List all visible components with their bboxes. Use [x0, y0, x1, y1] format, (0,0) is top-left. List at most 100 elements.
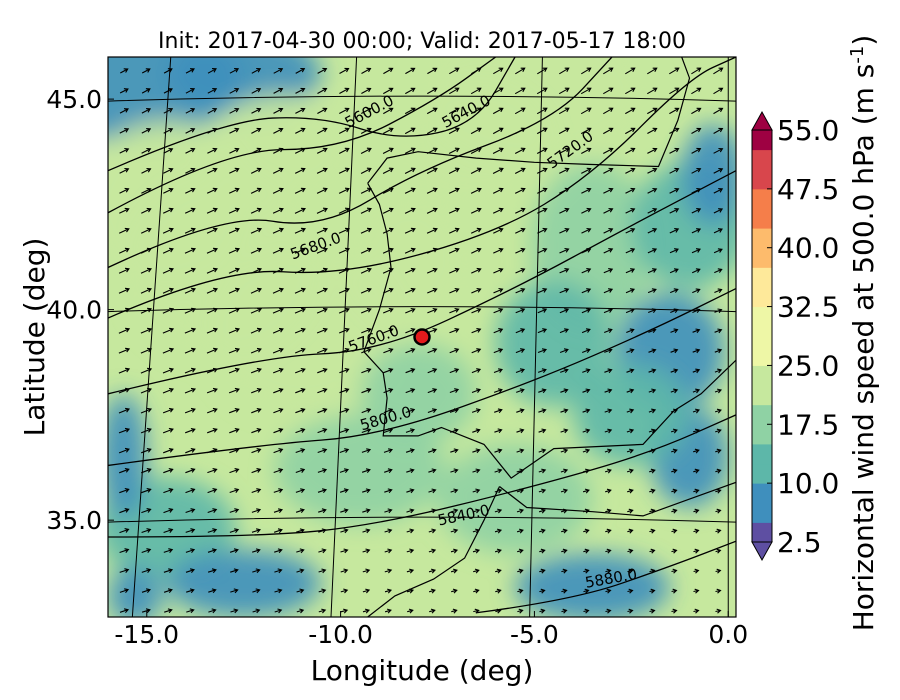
- wind-vector: [693, 508, 700, 514]
- wind-vector: [669, 268, 679, 274]
- wind-vector: [558, 147, 570, 154]
- wind-speed-patch: [573, 364, 690, 466]
- wind-vector: [539, 528, 546, 534]
- wind-vector: [671, 488, 678, 494]
- wind-vector: [713, 188, 724, 194]
- wind-vector: [670, 348, 679, 354]
- wind-vector: [384, 528, 393, 534]
- wind-vector: [604, 428, 613, 434]
- wind-vector: [163, 588, 173, 594]
- wind-vector: [141, 568, 152, 574]
- wind-vector: [516, 448, 525, 454]
- wind-vector: [493, 348, 504, 354]
- wind-vector: [316, 347, 328, 354]
- wind-vector: [537, 288, 548, 294]
- wind-vector: [448, 147, 460, 154]
- wind-vector: [318, 568, 327, 574]
- wind-vector: [538, 388, 547, 394]
- wind-vector: [516, 488, 525, 494]
- wind-vector: [295, 387, 306, 394]
- wind-vector: [207, 528, 218, 533]
- wind-vector: [583, 588, 590, 594]
- wind-vector: [670, 388, 679, 394]
- wind-vector: [140, 227, 152, 234]
- wind-vector: [404, 167, 416, 174]
- wind-vector: [492, 207, 504, 214]
- wind-vector: [250, 327, 262, 334]
- wind-vector: [713, 127, 724, 134]
- wind-vector: [317, 367, 328, 374]
- wind-vector: [647, 87, 658, 95]
- wind-vector: [250, 247, 262, 254]
- wind-vector: [494, 408, 503, 414]
- wind-vector: [250, 367, 262, 374]
- wind-vector: [647, 228, 658, 234]
- wind-vector: [163, 68, 173, 74]
- wind-vector: [713, 107, 724, 115]
- wind-vector: [119, 167, 130, 174]
- wind-vector: [537, 67, 548, 75]
- wind-vector: [582, 428, 591, 434]
- wind-vector: [382, 167, 394, 174]
- wind-vector: [206, 327, 218, 334]
- colorbar-band: [752, 228, 772, 249]
- wind-vector: [450, 568, 458, 574]
- wind-vector: [362, 608, 371, 614]
- wind-vector: [405, 348, 416, 354]
- wind-vector: [273, 147, 284, 154]
- wind-vector: [603, 207, 614, 214]
- wind-vector: [404, 107, 416, 115]
- colorbar: 55.0 47.5 40.0 32.5 25.0 17.5 10.0 2.5: [751, 110, 839, 562]
- wind-vector: [339, 87, 350, 94]
- wind-vector: [603, 67, 614, 75]
- wind-vector: [581, 227, 592, 234]
- wind-vector: [560, 388, 569, 394]
- wind-vector: [185, 68, 195, 74]
- wind-vector: [186, 608, 195, 614]
- wind-vector: [713, 228, 723, 234]
- wind-vector: [272, 327, 284, 334]
- wind-vector: [361, 428, 372, 434]
- wind-vector: [449, 87, 460, 95]
- wind-vector: [141, 108, 152, 114]
- wind-vector: [162, 307, 175, 314]
- wind-vector: [118, 327, 131, 334]
- wind-vector: [272, 347, 284, 354]
- wind-vector: [492, 187, 504, 194]
- wind-vector: [627, 548, 634, 554]
- wind-vector: [605, 588, 612, 594]
- wind-vector: [317, 127, 328, 134]
- wind-vector: [472, 528, 481, 534]
- wind-vector: [207, 548, 218, 554]
- wind-vector: [229, 468, 240, 474]
- wind-vector: [184, 267, 196, 274]
- wind-vector: [537, 328, 548, 334]
- wind-vector: [691, 228, 702, 234]
- wind-vector: [340, 528, 349, 534]
- wind-vector: [140, 367, 153, 374]
- wind-vector: [517, 568, 524, 574]
- wind-vector: [647, 207, 658, 214]
- wind-vector: [671, 528, 678, 534]
- colorbar-band: [752, 483, 772, 504]
- wind-vector: [120, 68, 129, 74]
- wind-vector: [426, 167, 438, 174]
- wind-vector: [405, 87, 416, 95]
- wind-vector: [472, 428, 481, 434]
- wind-vector: [449, 408, 460, 414]
- wind-vector: [360, 247, 372, 254]
- colorbar-band: [752, 208, 772, 229]
- wind-vector: [406, 488, 415, 494]
- wind-vector: [560, 368, 569, 374]
- wind-vector: [118, 247, 130, 254]
- wind-vector: [316, 187, 328, 194]
- wind-vector: [494, 528, 503, 534]
- location-marker: [413, 328, 431, 346]
- wind-vector: [492, 167, 504, 174]
- wind-vector: [537, 247, 548, 254]
- wind-vector: [316, 247, 328, 254]
- wind-vector: [407, 608, 414, 614]
- wind-vector: [494, 468, 503, 474]
- colorbar-band: [752, 443, 772, 465]
- wind-vector: [273, 528, 283, 534]
